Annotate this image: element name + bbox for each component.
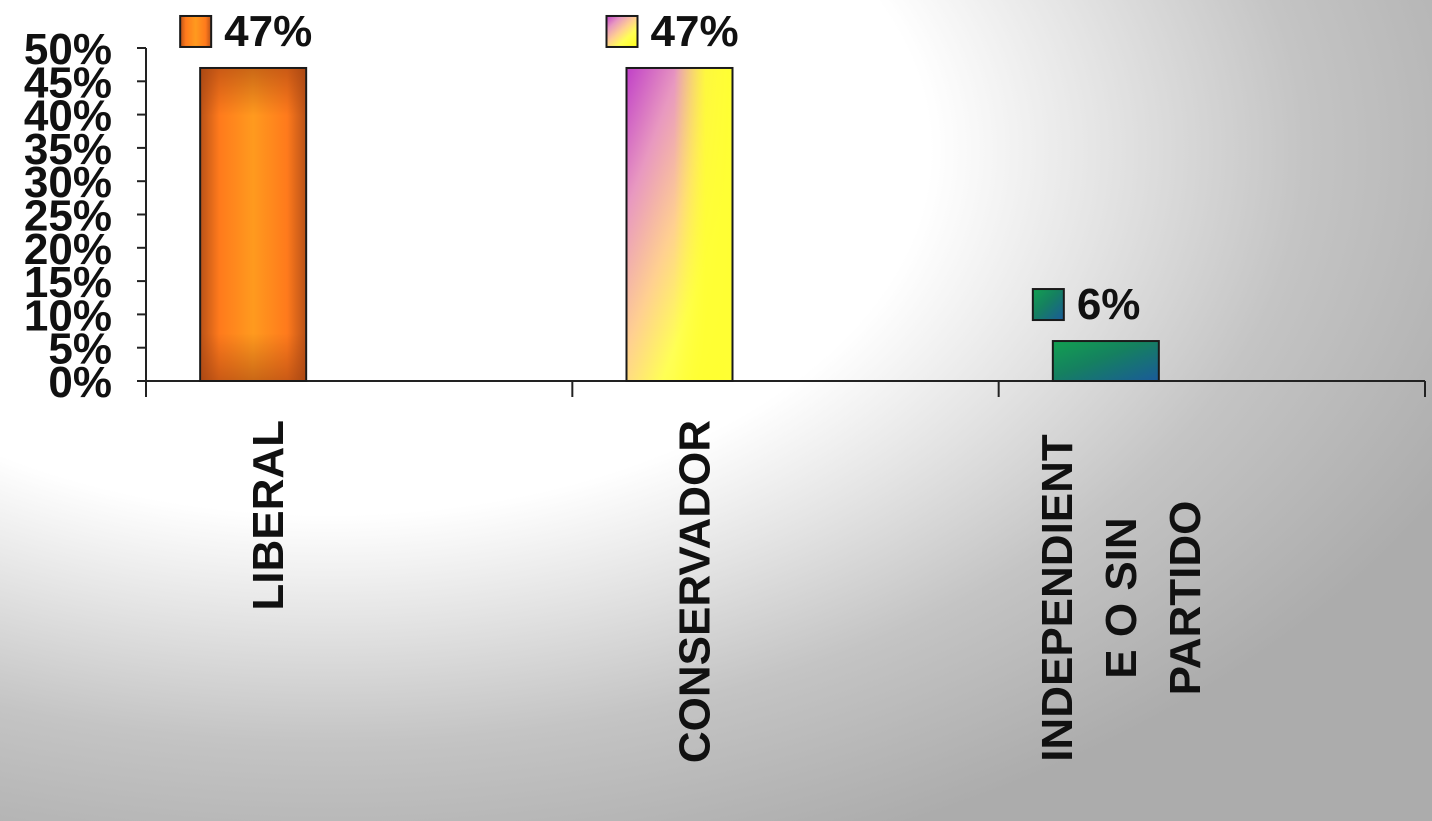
category-label-liberal: LIBERAL <box>244 420 293 611</box>
legend-marker-liberal <box>179 14 213 48</box>
y-tick-label: 0% <box>48 358 112 407</box>
y-tick-label: 50% <box>24 25 112 74</box>
data-label-conservador: 47% <box>651 7 739 56</box>
category-label-conservador: CONSERVADOR <box>671 420 720 763</box>
category-label-independiente: E O SIN <box>1097 517 1146 678</box>
y-tick-label: 5% <box>48 325 112 374</box>
bar-independiente <box>1051 340 1160 383</box>
y-tick-label: 20% <box>24 225 112 274</box>
bar-shade-conservador <box>627 68 732 380</box>
chart-bars <box>199 66 1160 383</box>
data-label-independiente: 6% <box>1077 280 1141 329</box>
category-label-independiente: PARTIDO <box>1161 501 1210 696</box>
y-tick-label: 30% <box>24 158 112 207</box>
chart-labels: 0%5%10%15%20%25%30%35%40%45%50% 47% LIBERA… <box>24 7 1210 763</box>
chart-axes <box>137 47 1426 397</box>
y-tick-label: 10% <box>24 291 112 340</box>
y-tick-label: 25% <box>24 192 112 241</box>
data-label-liberal: 47% <box>224 7 312 56</box>
y-tick-label: 40% <box>24 92 112 141</box>
bar-shade-liberal <box>201 68 306 380</box>
y-tick-label: 45% <box>24 58 112 107</box>
y-tick-label: 35% <box>24 125 112 174</box>
legend-marker-conservador <box>605 14 639 48</box>
category-label-independiente: INDEPENDIENT <box>1033 434 1082 762</box>
y-tick-label: 15% <box>24 258 112 307</box>
legend-marker-independiente <box>1031 288 1065 322</box>
